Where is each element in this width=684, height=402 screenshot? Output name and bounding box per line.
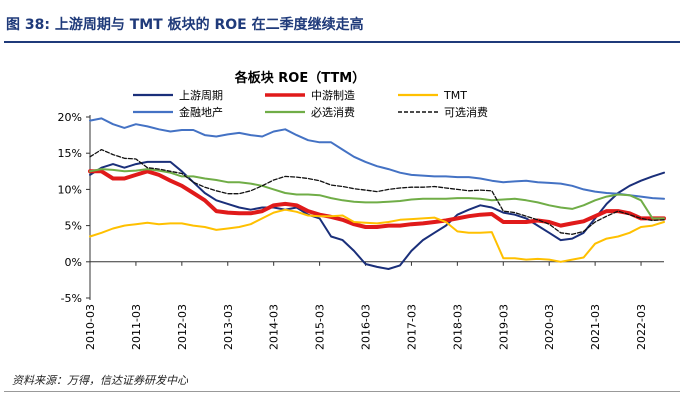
legend-label-0: 上游周期 bbox=[179, 89, 223, 102]
series-line-0 bbox=[89, 160, 665, 270]
y-tick-label: 10% bbox=[58, 183, 82, 196]
x-tick-label: 2011-03 bbox=[130, 304, 143, 350]
x-tick-label: 2013-03 bbox=[222, 304, 235, 350]
x-tick-label: 2021-03 bbox=[589, 304, 602, 350]
legend-label-3: 金融地产 bbox=[179, 105, 223, 119]
x-tick-label: 2022-03 bbox=[635, 304, 648, 350]
x-tick-label: 2020-03 bbox=[543, 304, 556, 350]
title-rule bbox=[4, 41, 680, 43]
x-tick-label: 2018-03 bbox=[451, 304, 464, 350]
series-line-3 bbox=[89, 117, 665, 200]
y-tick-label: 5% bbox=[65, 220, 82, 233]
source-note: 资料来源：万得，信达证券研发中心 bbox=[12, 374, 188, 387]
x-tick-label: 2010-03 bbox=[84, 304, 97, 350]
x-tick-label: 2014-03 bbox=[268, 304, 281, 350]
y-tick-label: 0% bbox=[65, 256, 82, 269]
x-tick-label: 2016-03 bbox=[360, 304, 373, 350]
x-tick-label: 2012-03 bbox=[176, 304, 189, 350]
series-line-2 bbox=[89, 208, 665, 263]
legend-label-4: 必选消费 bbox=[311, 105, 355, 119]
series-line-4 bbox=[89, 168, 665, 220]
bottom-rule bbox=[4, 391, 680, 392]
legend-label-1: 中游制造 bbox=[311, 88, 355, 102]
figure-title: 图 38: 上游周期与 TMT 板块的 ROE 在二季度继续走高 bbox=[6, 17, 364, 33]
x-tick-label: 2019-03 bbox=[497, 304, 510, 350]
x-tick-label: 2015-03 bbox=[314, 304, 327, 350]
y-tick-label: 20% bbox=[58, 111, 82, 124]
series-line-1 bbox=[88, 169, 666, 229]
legend-label-5: 可选消费 bbox=[444, 105, 488, 119]
chart-title: 各板块 ROE（TTM） bbox=[234, 70, 365, 86]
series-line-5 bbox=[89, 148, 665, 235]
y-tick-label: -5% bbox=[61, 292, 82, 305]
y-tick-label: 15% bbox=[58, 147, 82, 160]
legend-label-2: TMT bbox=[443, 89, 467, 102]
x-tick-label: 2017-03 bbox=[405, 304, 418, 350]
